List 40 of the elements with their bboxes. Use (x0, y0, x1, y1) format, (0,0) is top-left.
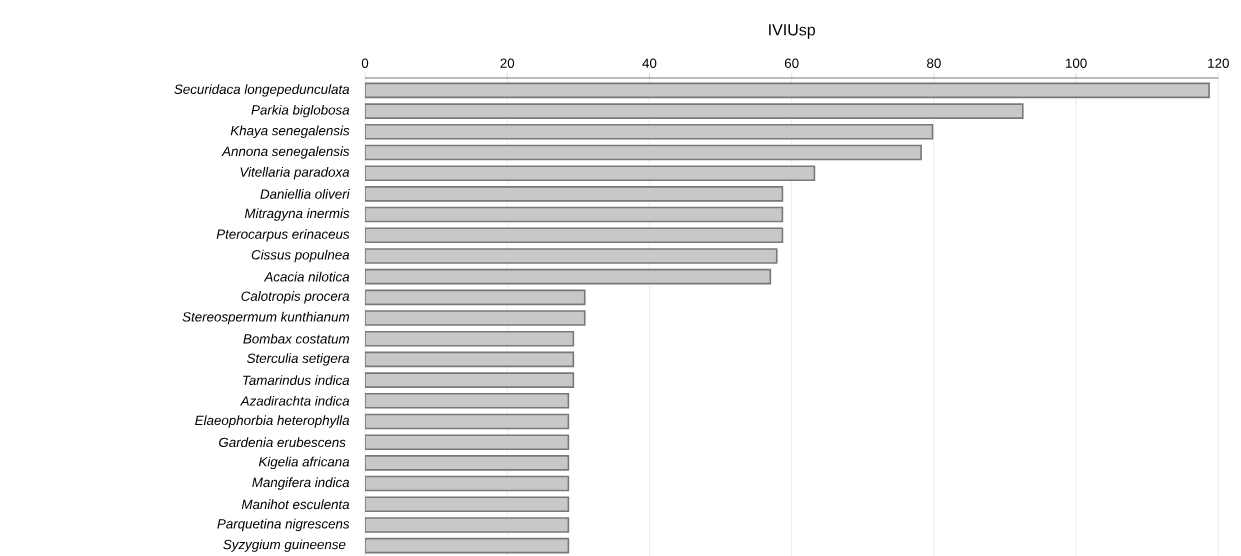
y-tick-label: Parquetina nigrescens (217, 518, 350, 532)
x-tick-label: 20 (500, 58, 515, 68)
y-tick-label: Annona senegalensis (221, 146, 350, 159)
x-axis-title: IVIUsp (769, 24, 815, 39)
y-tick-label: Bombax costatum (243, 333, 349, 344)
bar (365, 144, 922, 161)
y-tick-label: Pterocarpus erinaceus (216, 229, 350, 242)
y-tick-label: Tamarindus indica (243, 375, 350, 386)
bar (365, 475, 570, 492)
x-tick-label: 100 (1066, 58, 1087, 68)
y-tick-label: Elaeophorbia heterophylla (195, 415, 350, 428)
x-tick-label: 40 (642, 58, 657, 68)
y-tick-label: Syzygium guineense (223, 539, 346, 552)
y-tick-label: Daniellia oliveri (260, 188, 350, 199)
y-tick-label: Cissus populnea (251, 249, 350, 263)
bar (365, 268, 772, 285)
y-tick-label: Calotropis procera (241, 291, 350, 304)
bar (365, 537, 570, 554)
y-tick-label: Vitellaria paradoxa (240, 166, 350, 180)
y-tick-label: Mitragyna inermis (244, 208, 350, 221)
bar (365, 206, 784, 223)
y-tick-label: Acacia nilotica (263, 271, 350, 282)
y-tick-label: Parkia biglobosa (251, 104, 350, 118)
x-tick-label: 120 (1208, 58, 1229, 68)
bar (365, 289, 586, 306)
x-tick-label: 80 (927, 58, 941, 68)
bar (365, 351, 575, 368)
y-tick-label: Securidaca longepedunculata (174, 84, 350, 97)
y-tick-label: Khaya senegalensis (230, 125, 350, 138)
y-tick-label: Azadirachta indica (240, 395, 350, 406)
x-tick-label: 0 (361, 58, 369, 68)
bar (365, 82, 1210, 99)
y-tick-label: Gardenia erubescens (219, 437, 346, 448)
y-tick-label: Kigelia africana (258, 456, 350, 470)
y-tick-label: Stereospermum kunthianum (182, 311, 349, 325)
y-tick-label: Mangifera indica (252, 477, 350, 490)
y-tick-label: Sterculia setigera (246, 353, 350, 366)
bar (365, 413, 570, 430)
y-tick-label: Manihot esculenta (241, 499, 350, 510)
x-tick-label: 60 (784, 58, 799, 68)
